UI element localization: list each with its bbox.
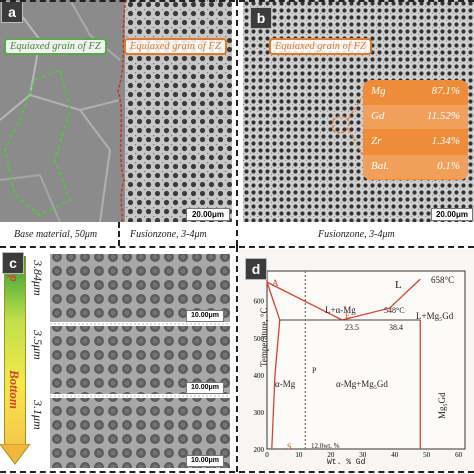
- label-S: S: [287, 442, 292, 451]
- x-tick-label: 10: [295, 451, 303, 459]
- scale-bar-c2: 10.00μm: [186, 382, 224, 394]
- panel-c-images: [50, 254, 230, 468]
- caption-fusionzone-a: Fusionzone, 3-4μm: [130, 229, 207, 240]
- composition-row: Gd 11.52%: [363, 105, 468, 129]
- panel-a-letter: a: [1, 1, 23, 23]
- divider-vertical-lower: [236, 246, 238, 472]
- divider-left-a: [118, 222, 120, 246]
- arrow-head: [0, 444, 31, 465]
- label-P: P: [312, 366, 317, 375]
- callout-equiaxed-grain-green: Equiaxed grain of FZ: [4, 38, 107, 55]
- label-bottom: Bottom: [7, 370, 22, 410]
- label-548: 548°C: [384, 306, 405, 315]
- composition-table: Mg 87.1% Gd 11.52% Zr 1.34% Bal. 0.1%: [363, 80, 468, 180]
- y-tick-label: 200: [254, 446, 265, 454]
- phase-line-3: [271, 319, 281, 450]
- label-aMg-Mg5Gd: α-Mg+Mg₅Gd: [336, 379, 388, 389]
- label-L-aMg: L+α-Mg: [325, 305, 356, 315]
- x-tick-label: 20: [327, 451, 335, 459]
- panel-c: Top Bottom 3.84μm 3.5μm 3.1μm 10.00μm 10…: [0, 250, 236, 470]
- label-A: A: [272, 278, 279, 288]
- divider-bottom: [0, 471, 474, 473]
- label-23-5: 23.5: [345, 323, 359, 332]
- label-658: 658°C: [431, 275, 455, 285]
- grain-size-row-3: 3.1μm: [31, 400, 45, 430]
- y-tick-label: 400: [254, 372, 265, 380]
- y-axis-label: Temperature, °C: [259, 307, 269, 367]
- caption-fusionzone-b: Fusionzone, 3-4μm: [318, 229, 395, 240]
- caption-base-material: Base material, 50μm: [14, 229, 98, 240]
- x-tick-label: 30: [359, 451, 367, 459]
- label-12wt: 12.0wt. %: [311, 442, 340, 450]
- scale-bar-a: 20.00μm: [186, 208, 230, 221]
- grain-size-row-1: 3.84μm: [31, 260, 45, 296]
- x-tick-label: 60: [455, 451, 463, 459]
- y-tick-label: 500: [254, 335, 265, 343]
- label-38-4: 38.4: [389, 323, 403, 332]
- phase-line-0: [266, 281, 343, 321]
- gradient-arrow: [4, 256, 26, 448]
- label-aMg: α-Mg: [275, 379, 296, 389]
- scale-bar-c1: 10.00μm: [186, 310, 224, 322]
- x-tick-label: 40: [391, 451, 399, 459]
- callout-equiaxed-grain-b: Equiaxed grain of FZ: [269, 38, 372, 55]
- panel-b-letter: b: [250, 7, 272, 29]
- panel-a-image: [0, 0, 232, 222]
- micrograph-panel-a: a Equiaxed grain of FZ Equiaxed grain of…: [0, 0, 232, 222]
- plot-frame: [266, 270, 466, 450]
- label-Mg5Gd: Mg₅Gd: [437, 392, 447, 419]
- composition-row: Mg 87.1%: [371, 85, 460, 97]
- phase-line-2: [266, 281, 281, 321]
- composition-row: Bal. 0.1%: [363, 155, 468, 179]
- x-tick-label: 0: [265, 451, 269, 459]
- panel-d: 200 300 400 500 600 0 10 20 30 40 50 60 d Temperatu…: [239, 249, 474, 471]
- fusion-boundary: [117, 0, 127, 222]
- label-L-Mg5Gd: L+Mg₅Gd: [416, 311, 454, 321]
- scale-bar-c3: 10.00μm: [186, 455, 224, 467]
- phase-diagram: 200 300 400 500 600 0 10 20 30 40 50 60: [254, 270, 466, 459]
- panel-c-letter: c: [2, 252, 24, 274]
- scale-bar-b: 20.00μm: [431, 208, 473, 221]
- x-tick-label: 50: [423, 451, 431, 459]
- panel-d-letter: d: [245, 258, 267, 280]
- y-tick-label: 300: [254, 409, 265, 417]
- phase-line-1: [341, 278, 421, 321]
- grain-size-row-2: 3.5μm: [31, 330, 45, 360]
- y-tick-label: 600: [254, 298, 265, 306]
- micrograph-panel-b: b Equiaxed grain of FZ Mg 87.1% Gd 11.52…: [243, 0, 474, 222]
- composition-row: Zr 1.34%: [371, 135, 460, 147]
- divider-vertical-upper: [236, 0, 238, 246]
- label-L: L: [395, 279, 402, 291]
- label-E: E: [345, 311, 350, 320]
- x-axis-label: Wt. % Gd: [327, 458, 366, 467]
- callout-equiaxed-grain-orange: Equiaxed grain of FZ: [124, 38, 227, 55]
